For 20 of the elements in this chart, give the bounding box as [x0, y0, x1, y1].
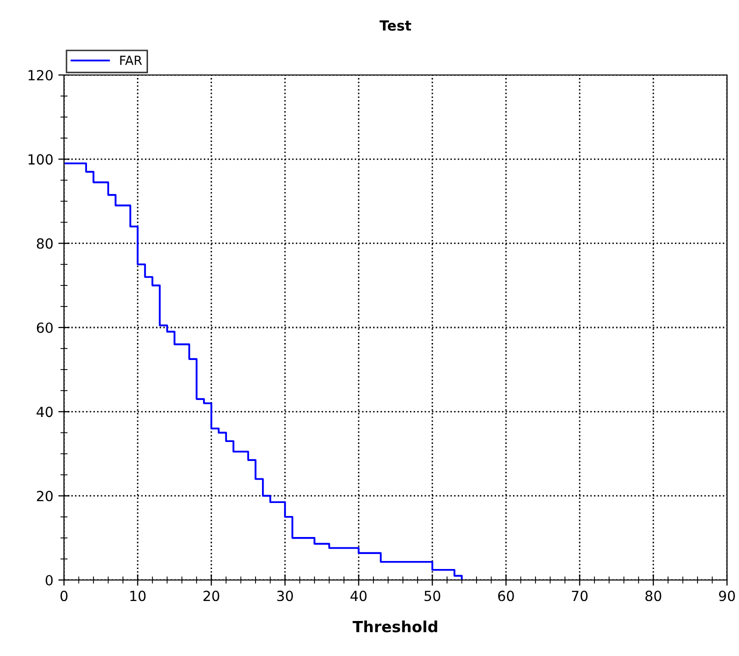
legend-label: FAR — [120, 56, 142, 65]
y-tick-label: 0 — [46, 574, 53, 586]
x-tick-label: 0 — [60, 590, 68, 602]
y-tick-label: 100 — [28, 154, 53, 165]
x-tick-label: 70 — [572, 590, 588, 602]
y-tick-label: 120 — [28, 70, 53, 80]
x-tick-label: 50 — [424, 590, 440, 602]
y-tick-label: 60 — [36, 322, 53, 333]
x-tick-label: 90 — [719, 590, 735, 602]
x-tick-label: 10 — [130, 590, 146, 602]
x-tick-label: 60 — [498, 590, 514, 602]
x-axis-title: Threshold — [352, 620, 438, 632]
chart-title: Test — [380, 20, 412, 31]
y-tick-label: 80 — [36, 238, 53, 249]
y-tick-label: 20 — [36, 490, 53, 502]
x-tick-label: 30 — [277, 590, 293, 602]
y-tick-label: 40 — [36, 406, 53, 418]
x-tick-label: 80 — [645, 590, 662, 602]
x-tick-label: 20 — [204, 590, 220, 602]
x-tick-label: 40 — [350, 590, 367, 602]
